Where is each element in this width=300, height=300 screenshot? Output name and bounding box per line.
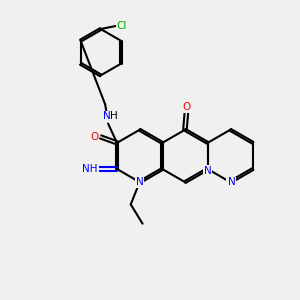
Text: NH: NH [82, 164, 98, 174]
Text: N: N [136, 177, 143, 187]
Text: O: O [91, 132, 99, 142]
Text: N: N [204, 166, 212, 176]
Text: Cl: Cl [117, 21, 127, 31]
Text: O: O [182, 103, 190, 112]
Text: N: N [103, 111, 110, 121]
Text: N: N [228, 177, 236, 187]
Text: H: H [110, 111, 118, 121]
Text: N: N [226, 177, 234, 187]
